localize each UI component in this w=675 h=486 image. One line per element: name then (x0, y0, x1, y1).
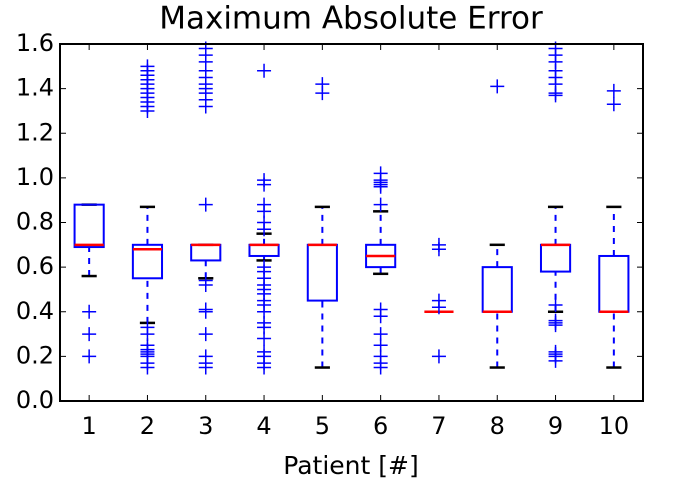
x-tick-label: 2 (140, 412, 155, 440)
flier (548, 353, 563, 368)
x-axis-label: Patient [#] (283, 451, 418, 480)
flier (140, 360, 155, 375)
box (539, 243, 572, 273)
plot-frame (59, 43, 644, 402)
flier (198, 360, 213, 375)
flier (257, 331, 272, 346)
x-tick-label: 1 (82, 412, 97, 440)
flier (373, 179, 388, 194)
flier (257, 177, 272, 192)
box (73, 203, 105, 249)
flier (257, 63, 272, 78)
flier (198, 277, 213, 292)
box (190, 243, 222, 262)
x-tick-label: 8 (490, 412, 505, 440)
flier (82, 327, 97, 342)
flier (431, 242, 446, 257)
flier (140, 103, 155, 118)
box (131, 243, 164, 280)
flier (82, 349, 97, 364)
y-tick-label: 1.6 (16, 29, 54, 57)
flier (548, 298, 563, 313)
flier (82, 304, 97, 319)
flier (490, 79, 505, 94)
flier (257, 360, 272, 375)
y-tick-label: 1.0 (16, 163, 54, 191)
y-tick-label: 0.8 (16, 208, 54, 236)
box (598, 254, 630, 313)
y-tick-label: 0.4 (16, 297, 54, 325)
y-tick-label: 1.2 (16, 118, 54, 146)
flier (548, 88, 563, 103)
y-tick-label: 0.6 (16, 252, 54, 280)
flier (606, 97, 621, 112)
x-tick-label: 5 (315, 412, 330, 440)
y-tick-label: 0.0 (16, 386, 54, 414)
flier (257, 222, 272, 237)
flier (431, 349, 446, 364)
flier (198, 327, 213, 342)
x-tick-label: 7 (431, 412, 446, 440)
chart-title: Maximum Absolute Error (159, 1, 543, 37)
flier (198, 197, 213, 212)
y-tick-label: 0.2 (16, 341, 54, 369)
flier (548, 318, 563, 333)
flier (373, 309, 388, 324)
x-tick-label: 9 (548, 412, 563, 440)
y-tick-label: 1.4 (16, 74, 54, 102)
flier (198, 304, 213, 319)
x-tick-label: 3 (198, 412, 213, 440)
flier (431, 300, 446, 315)
x-tick-label: 6 (373, 412, 388, 440)
x-tick-label: 4 (256, 412, 271, 440)
flier (606, 83, 621, 98)
box (306, 243, 338, 302)
box (248, 243, 280, 257)
x-tick-label: 10 (599, 412, 630, 440)
flier (373, 360, 388, 375)
flier (198, 99, 213, 114)
flier (315, 86, 330, 101)
flier (373, 197, 388, 212)
box (481, 266, 513, 313)
